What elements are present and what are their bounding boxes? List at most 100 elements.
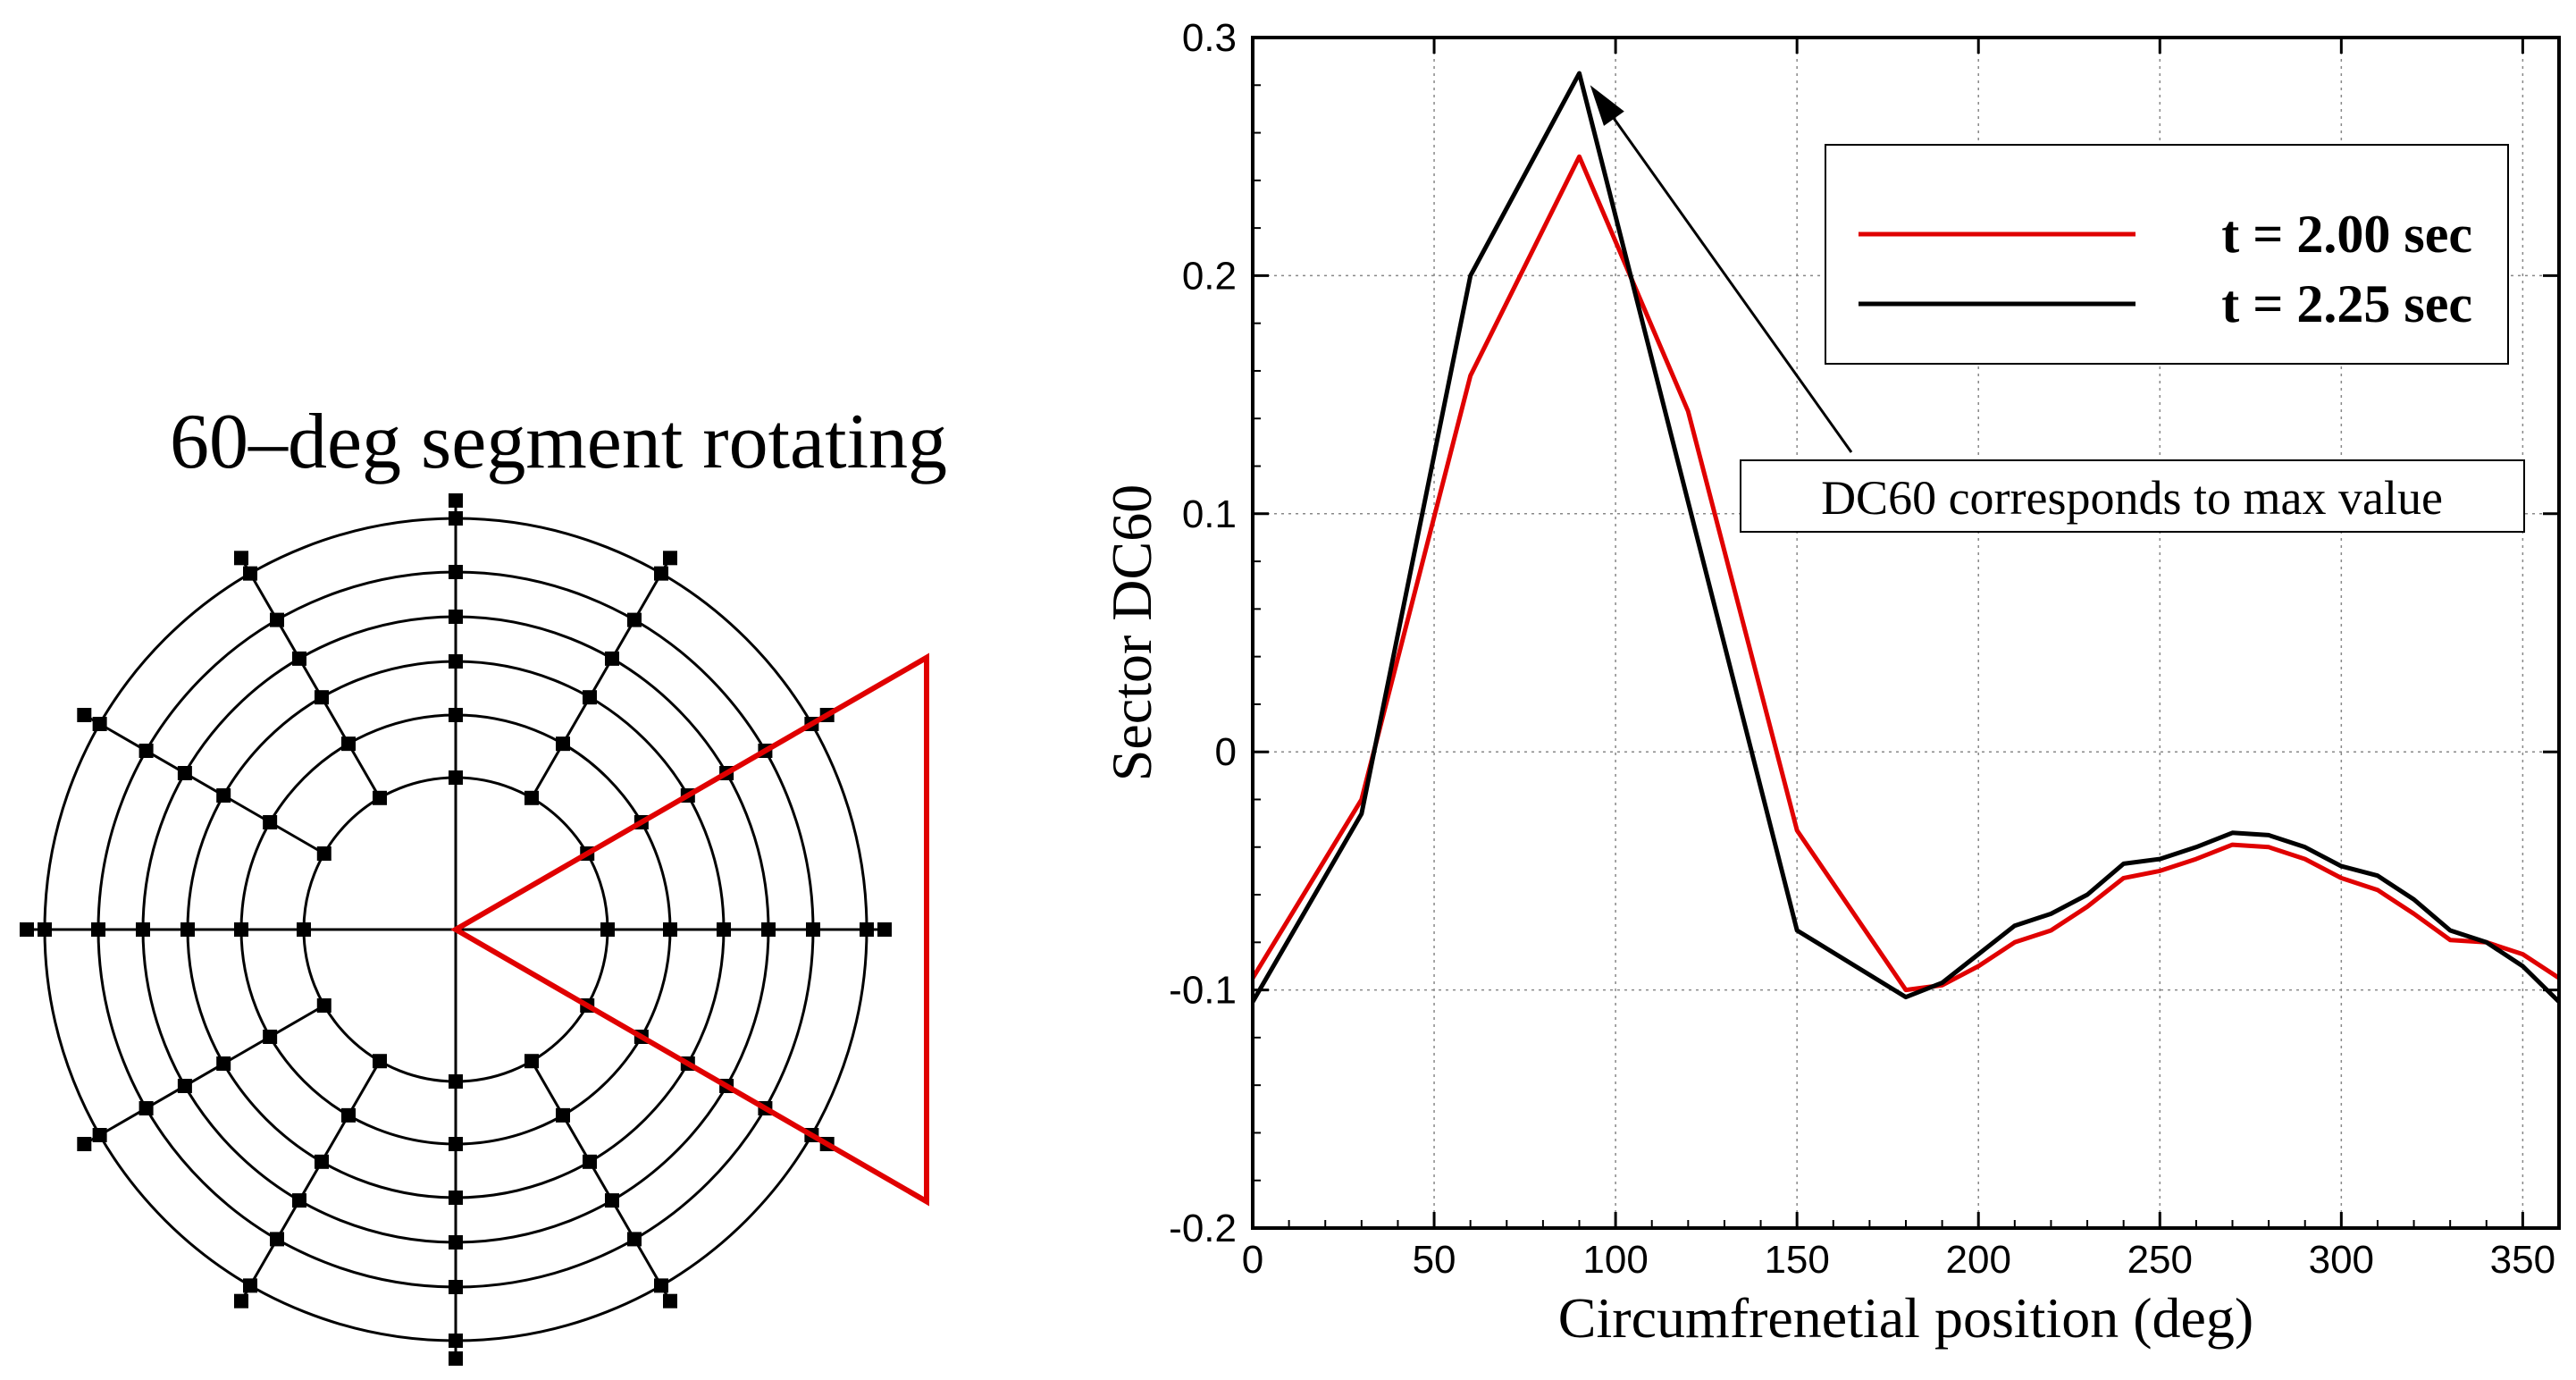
node xyxy=(292,651,306,666)
node xyxy=(449,1137,463,1151)
series-line-2 xyxy=(1253,71,2559,1004)
node xyxy=(216,1056,231,1071)
node xyxy=(663,551,677,566)
node xyxy=(627,612,642,627)
node-group xyxy=(20,493,892,1366)
node xyxy=(373,790,387,805)
node xyxy=(860,922,874,937)
node xyxy=(877,922,892,937)
node xyxy=(600,922,615,937)
node xyxy=(449,770,463,785)
node xyxy=(180,922,195,937)
annotation-arrow-line xyxy=(1602,103,1853,453)
spoke-120 xyxy=(239,557,382,799)
node xyxy=(77,1137,92,1151)
node xyxy=(524,1054,539,1069)
spoke-150 xyxy=(83,713,325,855)
y-tick-label: 0 xyxy=(1215,730,1237,774)
node xyxy=(449,708,463,722)
node xyxy=(297,922,311,937)
node xyxy=(654,566,668,581)
node xyxy=(177,1079,192,1093)
node xyxy=(243,566,257,581)
node xyxy=(449,1334,463,1348)
node xyxy=(177,766,192,780)
node xyxy=(316,846,331,861)
node xyxy=(138,1101,154,1115)
spoke-240 xyxy=(239,1060,382,1302)
x-tick-label: 50 xyxy=(1413,1238,1456,1282)
node xyxy=(234,1293,248,1308)
annotation: DC60 corresponds to max value xyxy=(1590,85,2525,533)
node xyxy=(806,922,820,937)
y-axis-label: Sector DC60 xyxy=(1100,484,1163,781)
node xyxy=(524,790,539,805)
node xyxy=(449,654,463,669)
node xyxy=(138,744,154,758)
node xyxy=(605,1193,619,1208)
node xyxy=(449,1191,463,1205)
node xyxy=(234,922,248,937)
node xyxy=(556,1107,570,1123)
node xyxy=(91,922,105,937)
node xyxy=(263,815,278,829)
x-tick-label: 300 xyxy=(2309,1238,2374,1282)
node xyxy=(216,788,231,803)
node xyxy=(315,690,329,705)
legend-label-series-1: t = 2.00 sec xyxy=(2221,205,2472,264)
series-line-1 xyxy=(1253,154,2559,993)
node xyxy=(292,1193,306,1208)
x-tick-label: 350 xyxy=(2490,1238,2555,1282)
node xyxy=(136,922,150,937)
tick-marks xyxy=(1251,36,2559,1230)
legend-label-series-2: t = 2.25 sec xyxy=(2221,274,2472,333)
node xyxy=(663,922,677,937)
y-tick-label: 0.2 xyxy=(1182,254,1237,298)
x-tick-label: 100 xyxy=(1582,1238,1648,1282)
node xyxy=(92,1128,107,1142)
x-tick-labels: 0 50 100 150 200 250 300 350 xyxy=(1242,1238,2555,1282)
chart: 0 50 100 150 200 250 300 350 -0.2 -0.1 0 0.1 0.2 0.3… xyxy=(1100,16,2561,1350)
node xyxy=(449,1235,463,1250)
node xyxy=(449,493,463,508)
node xyxy=(605,651,619,666)
node xyxy=(449,511,463,526)
x-tick-label: 200 xyxy=(1946,1238,2011,1282)
node xyxy=(654,1278,668,1293)
y-tick-label: -0.1 xyxy=(1169,969,1237,1013)
rotating-sector-triangle xyxy=(449,652,929,1207)
node xyxy=(341,736,356,752)
node xyxy=(38,922,52,937)
spoke-300 xyxy=(530,1060,672,1302)
node xyxy=(77,708,92,722)
x-tick-label: 0 xyxy=(1242,1238,1263,1282)
y-tick-labels: -0.2 -0.1 0 0.1 0.2 0.3 xyxy=(1169,16,1237,1250)
node xyxy=(761,922,776,937)
node xyxy=(270,1232,284,1247)
node xyxy=(341,1107,356,1123)
node xyxy=(627,1232,642,1247)
x-tick-label: 250 xyxy=(2127,1238,2193,1282)
x-tick-label: 150 xyxy=(1764,1238,1829,1282)
series-layer xyxy=(1253,71,2559,1004)
segment-diagram: 60–deg segment rotating xyxy=(20,399,947,1366)
node xyxy=(449,1280,463,1294)
node xyxy=(315,1154,329,1169)
node xyxy=(92,717,107,731)
node xyxy=(556,736,570,752)
y-tick-label: 0.1 xyxy=(1182,492,1237,536)
node xyxy=(663,1293,677,1308)
node xyxy=(449,565,463,579)
node xyxy=(234,551,248,566)
spoke-210 xyxy=(83,1004,325,1146)
y-tick-label: -0.2 xyxy=(1169,1207,1237,1250)
x-axis-label: Circumfrenetial position (deg) xyxy=(1558,1286,2253,1350)
node xyxy=(449,1074,463,1089)
node xyxy=(243,1278,257,1293)
node xyxy=(373,1054,387,1069)
y-tick-label: 0.3 xyxy=(1182,16,1237,60)
spoke-60 xyxy=(530,557,672,799)
node xyxy=(20,922,34,937)
node xyxy=(449,610,463,624)
